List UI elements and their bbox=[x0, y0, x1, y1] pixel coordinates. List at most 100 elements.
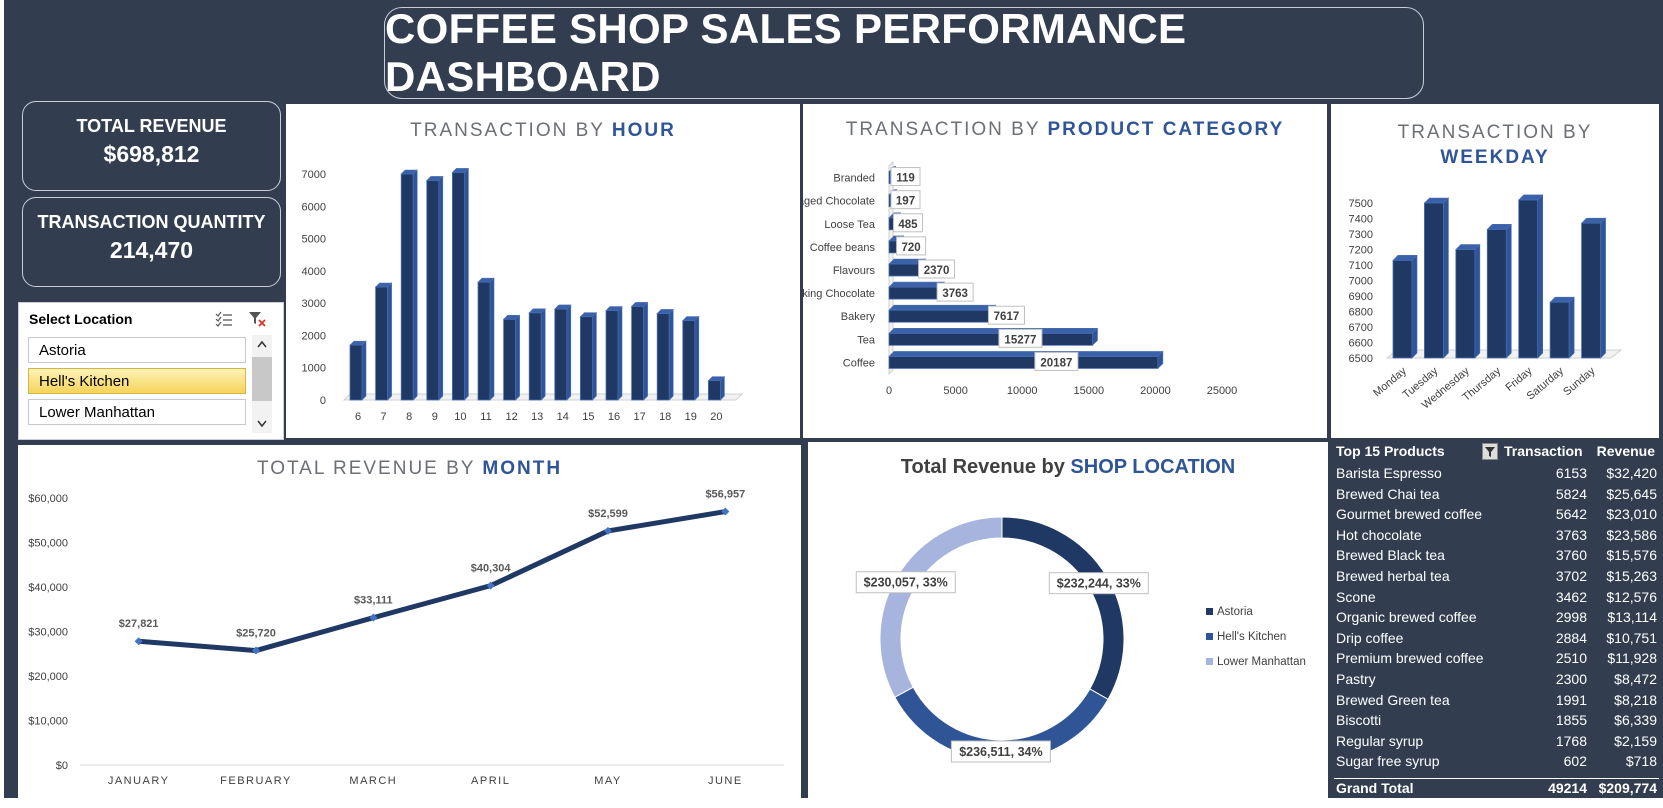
category-label: Packaged Chocolate bbox=[803, 196, 875, 208]
hour-x-tick: 19 bbox=[685, 411, 697, 423]
month-point bbox=[604, 526, 612, 535]
weekday-bar-chart: 6500 6600 6700 6800 6900 7000 7100 7200 7300 7400… bbox=[1349, 194, 1623, 412]
weekday-y-tick: 6800 bbox=[1349, 307, 1373, 319]
product-name: Regular syrup bbox=[1336, 732, 1424, 749]
product-revenue: $8,218 bbox=[1614, 691, 1657, 708]
product-name: Barista Espresso bbox=[1336, 465, 1442, 481]
month-y-tick: $30,000 bbox=[28, 627, 68, 639]
category-data-label-box bbox=[890, 167, 921, 187]
product-revenue: $12,576 bbox=[1606, 588, 1657, 605]
weekday-chart-title: TRANSACTION BY WEEKDAY bbox=[1397, 122, 1593, 168]
hour-x-tick: 16 bbox=[608, 411, 620, 423]
product-name: Biscotti bbox=[1336, 712, 1382, 729]
product-name: Brewed herbal tea bbox=[1336, 568, 1450, 584]
donut-data-label: $236,511, 34% bbox=[959, 745, 1042, 759]
donut-slice bbox=[879, 516, 1003, 698]
product-name: Drip coffee bbox=[1336, 629, 1404, 646]
category-bar bbox=[888, 304, 997, 323]
hour-x-tick: 17 bbox=[633, 411, 645, 423]
weekday-y-tick: 6700 bbox=[1349, 322, 1373, 334]
category-x-tick: 10000 bbox=[1007, 385, 1038, 397]
hour-y-tick: 7000 bbox=[302, 169, 326, 181]
slicer-scrollbar[interactable] bbox=[252, 335, 272, 433]
month-point bbox=[486, 581, 495, 590]
legend-swatch bbox=[1206, 633, 1213, 640]
table-row: Biscotti 1855 $6,339 bbox=[1334, 712, 1659, 733]
table-row: Barista Espresso 6153 $32,420 bbox=[1334, 465, 1659, 486]
category-data-label: 3763 bbox=[942, 288, 968, 300]
slicer-item-lower-manhattan[interactable]: Lower Manhattan bbox=[28, 399, 246, 425]
product-name: Brewed Black tea bbox=[1336, 547, 1445, 564]
product-name: Premium brewed coffee bbox=[1336, 650, 1484, 667]
product-revenue: $25,645 bbox=[1606, 485, 1657, 502]
hour-x-tick: 14 bbox=[557, 411, 569, 423]
category-bar bbox=[888, 350, 1164, 370]
donut-label-box bbox=[855, 571, 956, 594]
category-data-label-box bbox=[1034, 351, 1079, 371]
table-row: Drip coffee 2884 $10,751 bbox=[1334, 630, 1659, 651]
slicer-item-astoria[interactable]: Astoria bbox=[28, 337, 246, 363]
transaction-quantity-label: TRANSACTION QUANTITY bbox=[37, 212, 266, 232]
filter-icon[interactable] bbox=[1482, 443, 1498, 460]
hour-x-tick: 13 bbox=[531, 411, 543, 423]
month-point bbox=[369, 613, 378, 622]
hour-bar bbox=[605, 305, 623, 401]
month-y-tick: $60,000 bbox=[28, 493, 68, 505]
hour-x-tick: 6 bbox=[355, 411, 361, 423]
month-y-tick: $10,000 bbox=[28, 716, 68, 728]
chevron-down-icon[interactable] bbox=[256, 419, 268, 429]
category-data-label: 485 bbox=[898, 219, 918, 231]
table-row: Brewed Black tea 3760 $15,576 bbox=[1334, 547, 1659, 568]
product-name: Brewed Green tea bbox=[1336, 691, 1450, 708]
category-x-tick: 20000 bbox=[1140, 385, 1171, 397]
table-row: Premium brewed coffee 2510 $11,928 bbox=[1334, 650, 1659, 671]
weekday-bar bbox=[1517, 194, 1544, 359]
category-x-tick: 0 bbox=[886, 385, 892, 397]
weekday-y-tick: 6500 bbox=[1349, 353, 1373, 365]
category-label: Coffee bbox=[843, 357, 875, 369]
total-revenue-value: $698,812 bbox=[103, 141, 200, 167]
table-row: Brewed Chai tea 5824 $25,645 bbox=[1334, 486, 1659, 507]
weekday-bar bbox=[1549, 296, 1575, 359]
total-revenue-label: TOTAL REVENUE bbox=[76, 116, 227, 136]
weekday-bar bbox=[1580, 217, 1607, 359]
table-row: Brewed Green tea 1991 $8,218 bbox=[1334, 692, 1659, 713]
scrollbar-thumb[interactable] bbox=[252, 357, 272, 401]
legend-label: Lower Manhattan bbox=[1217, 656, 1306, 668]
hour-bar bbox=[477, 277, 495, 401]
month-y-tick: $40,000 bbox=[28, 582, 68, 594]
product-revenue: $23,010 bbox=[1606, 506, 1657, 523]
chevron-up-icon[interactable] bbox=[256, 339, 268, 349]
donut-label-box bbox=[1048, 572, 1149, 595]
location-chart-title: Total Revenue by SHOP LOCATION bbox=[900, 456, 1236, 478]
product-transaction: 5824 bbox=[1555, 485, 1587, 502]
multi-select-icon[interactable] bbox=[215, 311, 233, 327]
weekday-bar bbox=[1423, 197, 1450, 359]
category-label: Tea bbox=[857, 334, 876, 346]
product-revenue: $2,159 bbox=[1614, 732, 1657, 749]
category-label: Loose Tea bbox=[824, 219, 875, 231]
dashboard-title: COFFEE SHOP SALES PERFORMANCE DASHBOARD bbox=[385, 5, 1187, 100]
month-data-label: $27,821 bbox=[119, 618, 159, 630]
category-x-tick: 25000 bbox=[1207, 385, 1238, 397]
hour-bar bbox=[349, 340, 367, 401]
table-row: Organic brewed coffee 2998 $13,114 bbox=[1334, 609, 1659, 630]
product-name: Hot chocolate bbox=[1336, 526, 1422, 543]
month-x-tick: APRIL bbox=[471, 775, 510, 787]
legend-label: Astoria bbox=[1217, 606, 1253, 618]
product-transaction: 1768 bbox=[1555, 732, 1587, 749]
category-data-label-box bbox=[892, 213, 923, 233]
slicer-item-hells-kitchen[interactable]: Hell's Kitchen bbox=[28, 368, 246, 394]
month-y-tick: $0 bbox=[56, 760, 68, 772]
month-data-label: $25,720 bbox=[236, 628, 276, 640]
category-chart-panel: TRANSACTION BY PRODUCT CATEGORY 0 5000 100… bbox=[803, 104, 1327, 438]
hour-chart-panel: TRANSACTION BY HOUR 0 1000 2000 3000 4000 500… bbox=[286, 104, 800, 438]
product-transaction: 3702 bbox=[1555, 568, 1587, 584]
clear-filter-icon[interactable] bbox=[248, 311, 266, 327]
weekday-chart-panel: TRANSACTION BY WEEKDAY 6500 6600 6700 6800 69… bbox=[1331, 104, 1659, 438]
hour-x-tick: 9 bbox=[432, 411, 438, 423]
table-row: Pastry 2300 $8,472 bbox=[1334, 671, 1659, 692]
month-x-tick: MARCH bbox=[349, 775, 397, 787]
weekday-y-tick: 7300 bbox=[1349, 229, 1373, 241]
category-data-label: 119 bbox=[896, 173, 915, 185]
